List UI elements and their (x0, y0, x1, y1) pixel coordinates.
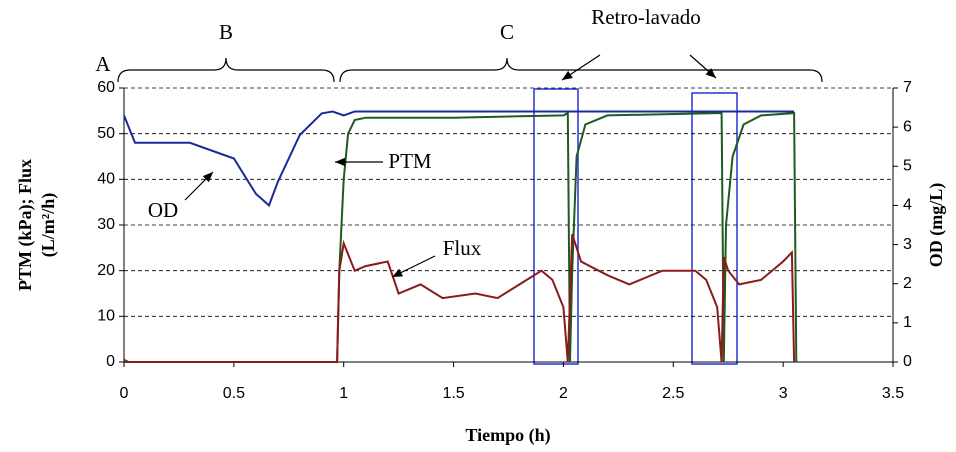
y2-tick-label: 6 (903, 118, 912, 135)
annotation: Retro-lavado (591, 5, 701, 29)
annotation: PTM (388, 149, 432, 173)
y2-tick-label: 0 (903, 353, 912, 370)
x-tick-label: 1.5 (442, 385, 464, 402)
annotation: B (219, 20, 233, 44)
y2-tick-label: 3 (903, 236, 912, 253)
y-axis-title: (L/m²/h) (38, 193, 59, 257)
annotation: A (95, 52, 111, 76)
y-tick-label: 60 (97, 79, 115, 96)
y2-tick-label: 1 (903, 314, 912, 331)
y-tick-label: 50 (97, 125, 115, 142)
y-tick-label: 20 (97, 262, 115, 279)
x-tick-label: 3.5 (882, 385, 904, 402)
highlight-boxes (533, 88, 738, 365)
annotation: Flux (443, 236, 482, 260)
x-tick-label: 0.5 (223, 385, 245, 402)
brace-c (339, 57, 823, 83)
y2-tick-label: 4 (903, 197, 912, 214)
arrow-head (562, 70, 573, 80)
annotation: C (500, 20, 514, 44)
x-tick-label: 3 (779, 385, 788, 402)
braces (117, 57, 823, 83)
series-line (123, 111, 798, 363)
arrow-head (202, 172, 213, 183)
y2-tick-label: 5 (903, 158, 912, 175)
arrow-head (705, 68, 716, 78)
x-tick-label: 1 (339, 385, 348, 402)
brace-b (117, 57, 335, 83)
x-axis-title: Tiempo (h) (465, 425, 550, 446)
arrow-head (335, 157, 346, 167)
x-tick-label: 2.5 (662, 385, 684, 402)
y-tick-label: 0 (106, 353, 115, 370)
series-line (123, 110, 795, 208)
y-tick-label: 30 (97, 216, 115, 233)
box (691, 92, 738, 365)
y-tick-label: 10 (97, 308, 115, 325)
annotation: OD (148, 198, 178, 222)
arrow-head (392, 268, 403, 277)
y-tick-label: 40 (97, 171, 115, 188)
y2-axis-title: OD (mg/L) (926, 183, 947, 268)
x-tick-label: 2 (559, 385, 568, 402)
y2-tick-label: 2 (903, 275, 912, 292)
series-line (124, 233, 796, 363)
box (533, 88, 579, 365)
y2-tick-label: 7 (903, 79, 912, 96)
y-axis-title: PTM (kPa); Flux (15, 159, 36, 291)
x-tick-label: 0 (120, 385, 129, 402)
